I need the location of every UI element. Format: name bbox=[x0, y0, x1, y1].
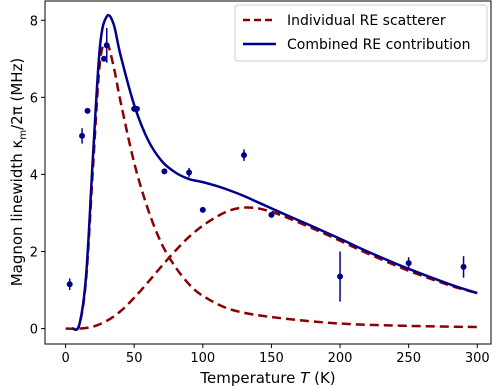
y-tick-label: 2 bbox=[30, 246, 38, 261]
data-point bbox=[103, 42, 110, 49]
plot-frame bbox=[44, 0, 492, 345]
data-point bbox=[161, 168, 168, 175]
x-tick-label: 150 bbox=[259, 351, 284, 366]
y-axis-title: Magnon linewidth κm/2π (MHz) bbox=[8, 58, 29, 287]
x-tick-label: 200 bbox=[328, 351, 353, 366]
x-tick-label: 250 bbox=[396, 351, 421, 366]
chart-curves bbox=[65, 13, 478, 332]
y-tick-label: 4 bbox=[30, 168, 38, 183]
data-point bbox=[66, 281, 73, 288]
y-tick-label: 6 bbox=[30, 91, 38, 106]
x-tick-label: 100 bbox=[190, 351, 215, 366]
y-tick-label: 0 bbox=[30, 323, 38, 338]
legend-label-combined: Combined RE contribution bbox=[287, 37, 470, 53]
legend: Individual RE scatterer Combined RE cont… bbox=[234, 4, 488, 62]
series-line-0 bbox=[71, 41, 478, 331]
series-line-1 bbox=[65, 206, 478, 330]
data-point bbox=[186, 169, 193, 176]
y-tick-label: 8 bbox=[30, 14, 38, 29]
series-line-2 bbox=[71, 13, 478, 332]
data-point bbox=[79, 132, 86, 139]
data-point bbox=[268, 211, 275, 218]
data-point bbox=[405, 260, 412, 267]
data-point bbox=[84, 107, 91, 114]
x-tick-label: 300 bbox=[465, 351, 490, 366]
data-point bbox=[131, 105, 138, 112]
data-point bbox=[337, 273, 344, 280]
data-point bbox=[101, 55, 108, 62]
data-point bbox=[199, 206, 206, 213]
data-point bbox=[460, 263, 467, 270]
axis-ticks: 0 50 100 150 200 250 300 0 2 4 6 8 bbox=[30, 14, 490, 366]
x-axis-title: Temperature T (K) bbox=[199, 369, 335, 387]
x-tick-label: 0 bbox=[61, 351, 69, 366]
x-tick-label: 50 bbox=[126, 351, 143, 366]
chart-data-points bbox=[66, 27, 467, 302]
data-point bbox=[240, 152, 247, 159]
legend-label-individual: Individual RE scatterer bbox=[287, 13, 446, 29]
legend-box bbox=[234, 4, 488, 62]
